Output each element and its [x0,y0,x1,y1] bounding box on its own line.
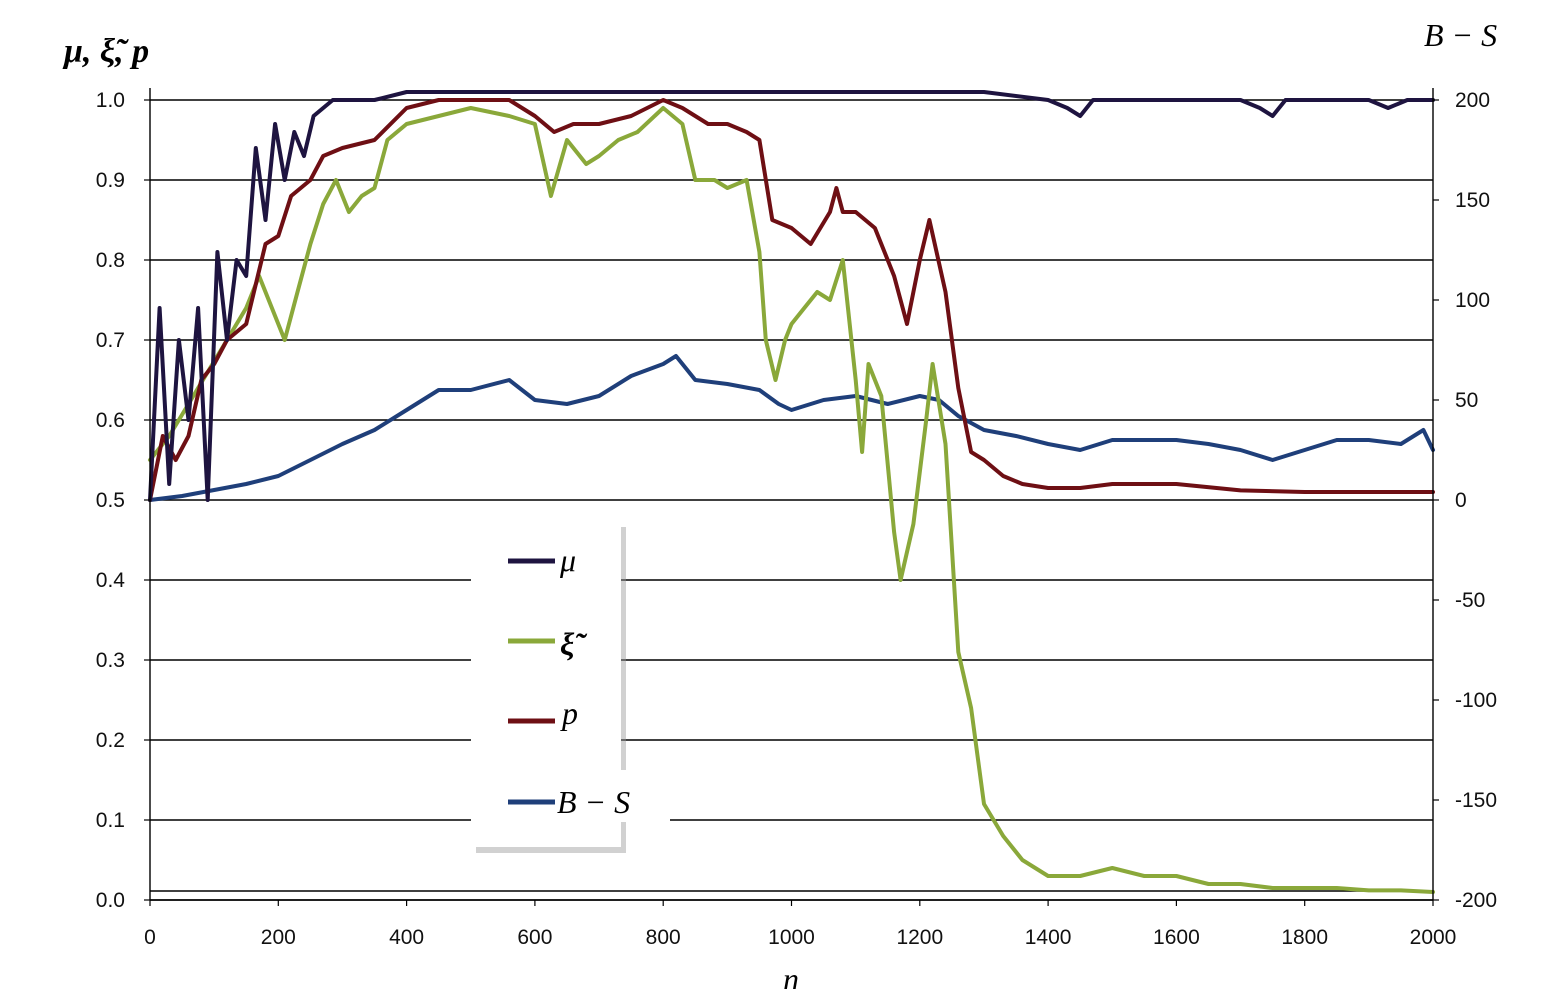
y-tick-label: 0.6 [96,409,125,432]
x-tick-label: 2000 [1410,926,1457,949]
y2-tick-label: 0 [1455,489,1467,512]
y-tick-label: 0.5 [96,489,125,512]
y-tick-label: 0.2 [96,729,125,752]
y-tick-label: 0.3 [96,649,125,672]
y2-tick-label: -200 [1455,889,1497,912]
legend-label-mu: μ [559,542,576,578]
legend-label-p: p [560,695,578,731]
x-tick-label: 800 [646,926,681,949]
y2-tick-label: 200 [1455,89,1490,112]
y-tick-label: 0.1 [96,809,125,832]
gridlines [150,99,1433,901]
x-tick-label: 200 [261,926,296,949]
x-tick-label: 1200 [896,926,943,949]
y-tick-label: 0.9 [96,169,125,192]
y2-tick-label: -50 [1455,589,1485,612]
y2-axis-title: B − S [1424,17,1497,53]
y2-tick-label: -150 [1455,789,1497,812]
y2-tick-label: 150 [1455,189,1490,212]
y2-tick-label: -100 [1455,689,1497,712]
x-tick-label: 0 [144,926,156,949]
y-tick-label: 0.8 [96,249,125,272]
series-layer [148,90,1435,894]
legend: μ ξ̃ p B − S [471,521,670,853]
left-axis-ticks: 0.0 0.1 0.2 0.3 0.4 0.5 0.6 0.7 0.8 0.9 1.0 [96,89,150,912]
series-line-p [148,98,1435,502]
y-tick-label: 1.0 [96,89,125,112]
x-tick-label: 1600 [1153,926,1200,949]
y-tick-label: 0.7 [96,329,125,352]
x-tick-label: 1000 [768,926,815,949]
right-axis-ticks: -200 -150 -100 -50 0 50 100 150 200 [1433,89,1497,912]
legend-label-bs: B − S [557,784,630,820]
x-tick-label: 1400 [1025,926,1072,949]
x-axis-ticks: 0 200 400 600 800 1000 1200 1400 1600 1800 2000 [144,900,1456,949]
y-tick-label: 0.4 [96,569,126,592]
series-line-mu [148,90,1435,502]
x-tick-label: 1800 [1281,926,1328,949]
x-tick-label: 400 [389,926,424,949]
y2-tick-label: 100 [1455,289,1490,312]
series-line-xi [148,106,1435,894]
series-line-bs [148,354,1435,502]
legend-box-extension [510,770,670,822]
y2-tick-label: 50 [1455,389,1478,412]
x-axis-title: n [783,961,799,989]
x-tick-label: 600 [517,926,552,949]
y-axis-title: μ, ξ̃, p [62,33,149,70]
y-tick-label: 0.0 [96,889,125,912]
axes [149,88,1434,901]
